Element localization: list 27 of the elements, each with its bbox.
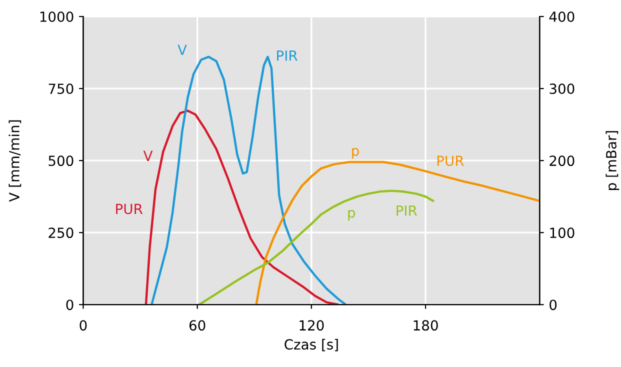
x-tick-label: 180 <box>414 320 438 331</box>
annotation: V <box>178 44 187 55</box>
annotation: p <box>348 210 356 221</box>
series-label: PUR <box>437 156 464 166</box>
y-tick-label: 250 <box>48 228 74 238</box>
line-series <box>144 110 340 305</box>
y2-tick-label: 0 <box>550 300 557 310</box>
x-tick-label: 60 <box>189 320 206 331</box>
y-tick-label: 1000 <box>40 11 74 22</box>
series-label: PIR <box>396 206 418 216</box>
y2-tick-label: 100 <box>550 228 574 238</box>
y2-tick-label: 300 <box>550 84 574 94</box>
y2-tick-label: 400 <box>549 11 574 22</box>
y2-axis-title: p [mBar] <box>606 131 620 190</box>
annotation: V <box>143 150 153 161</box>
y-axis-title: V [mm/min] <box>8 120 22 202</box>
series-label: PUR <box>116 204 143 214</box>
annotation: p <box>352 148 359 159</box>
x-tick-label: 120 <box>300 320 324 331</box>
line-series <box>198 190 434 305</box>
series-label: PIR <box>277 50 298 61</box>
x-axis-title: Czas [s] <box>284 338 338 352</box>
y-tick-label: 750 <box>48 84 74 94</box>
x-tick-label: 0 <box>80 320 87 331</box>
y-tick-label: 500 <box>48 156 74 166</box>
y2-tick-label: 200 <box>550 156 574 166</box>
y-tick-label: 0 <box>66 300 74 310</box>
